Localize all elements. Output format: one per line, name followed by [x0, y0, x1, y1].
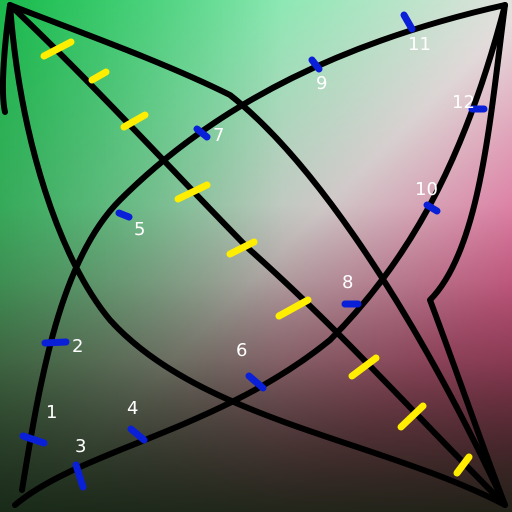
label-9: 9 — [316, 73, 327, 94]
yellow-mark — [348, 354, 380, 380]
marker-3[interactable] — [72, 461, 87, 491]
curve-right-edge-arc — [427, 2, 508, 508]
yellow-mark — [453, 453, 473, 477]
label-12: 12 — [452, 92, 475, 113]
yellow-mark — [40, 38, 75, 60]
marker-5[interactable] — [115, 209, 133, 221]
yellow-mark — [226, 238, 258, 258]
label-11: 11 — [408, 34, 431, 55]
marker-9[interactable] — [308, 56, 323, 73]
label-2: 2 — [72, 336, 83, 357]
label-7: 7 — [213, 125, 224, 146]
yellow-mark — [174, 181, 211, 203]
curve-left-arc — [7, 2, 508, 508]
yellow-mark — [397, 402, 427, 431]
label-8: 8 — [342, 272, 353, 293]
yellow-mark — [88, 68, 110, 84]
curve-right-arc — [12, 2, 508, 508]
label-3: 3 — [75, 436, 86, 457]
marker-4[interactable] — [127, 425, 148, 444]
marker-2[interactable] — [41, 338, 70, 347]
label-5: 5 — [134, 219, 145, 240]
marker-7[interactable] — [193, 125, 211, 141]
label-4: 4 — [127, 398, 138, 419]
label-6: 6 — [236, 340, 247, 361]
yellow-mark — [275, 296, 312, 320]
label-10: 10 — [415, 179, 438, 200]
marker-6[interactable] — [245, 372, 267, 392]
curve-main-diagonal — [7, 2, 508, 508]
label-1: 1 — [46, 402, 57, 423]
yellow-mark — [120, 111, 149, 131]
curve-top-arc — [19, 2, 508, 493]
marker-11[interactable] — [400, 11, 416, 33]
marker-10[interactable] — [423, 201, 441, 215]
marker-1[interactable] — [19, 432, 48, 447]
